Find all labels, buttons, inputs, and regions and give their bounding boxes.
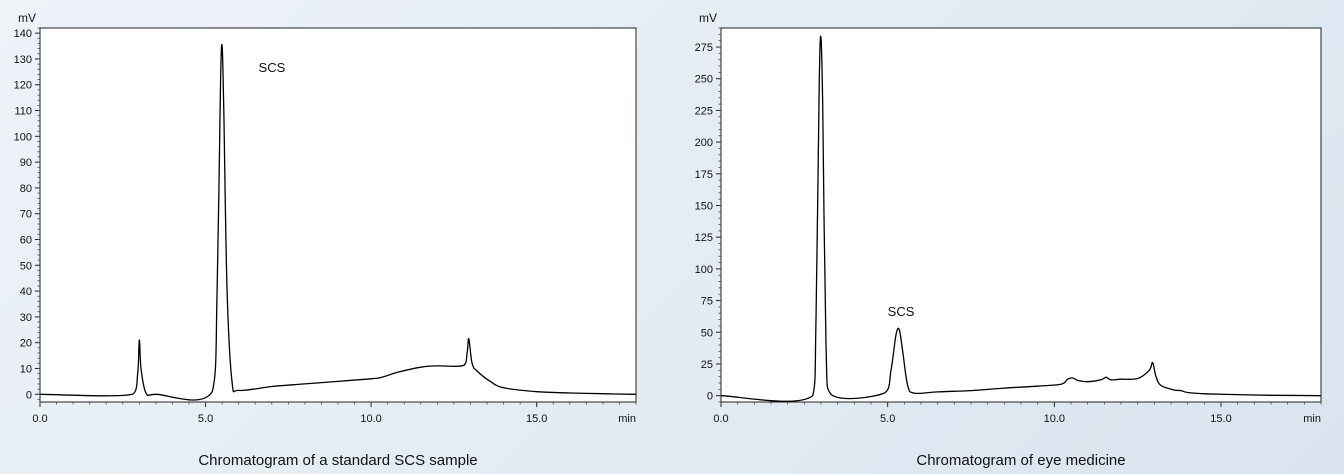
y-tick-label: 40: [20, 286, 32, 298]
x-tick-label: 5.0: [880, 413, 895, 425]
y-tick-label: 275: [695, 42, 713, 54]
x-tick-label: 15.0: [526, 413, 547, 425]
chart-eye-medicine: 0 25 50 75 100 125 150 175 200 225 250 275 0.0 5.0 10.…: [695, 11, 1322, 425]
y-tick-label: 20: [20, 338, 32, 350]
x-tick-label: 5.0: [198, 413, 213, 425]
y-tick-label: 25: [701, 359, 713, 371]
x-tick-label: 0.0: [32, 413, 47, 425]
y-tick-label: 60: [20, 235, 32, 247]
y-tick-label: 100: [695, 264, 713, 276]
y-tick-label: 125: [695, 232, 713, 244]
plot-area: [720, 27, 1322, 403]
y-tick-label: 175: [695, 169, 713, 181]
y-tick-label: 50: [20, 260, 32, 272]
x-tick-label: 10.0: [360, 413, 381, 425]
y-axis-label: mV: [699, 11, 717, 25]
series-line: [39, 43, 637, 401]
x-tick-label: 0.0: [713, 413, 728, 425]
y-tick-label: 120: [14, 80, 32, 92]
y-tick-label: 75: [701, 296, 713, 308]
caption-standard-scs: Chromatogram of a standard SCS sample: [198, 452, 478, 469]
y-tick-label: 70: [20, 209, 32, 221]
x-axis-label: min: [618, 413, 636, 425]
y-tick-label: 30: [20, 312, 32, 324]
y-tick-label: 150: [695, 200, 713, 212]
series-line: [720, 35, 1322, 402]
y-tick-label: 80: [20, 183, 32, 195]
y-tick-label: 100: [14, 131, 32, 143]
y-tick-label: 130: [14, 54, 32, 66]
y-tick-label: 0: [26, 389, 32, 401]
plot-area: [39, 27, 637, 403]
x-axis-label: min: [1303, 413, 1321, 425]
y-tick-label: 250: [695, 74, 713, 86]
x-tick-label: 15.0: [1210, 413, 1231, 425]
x-tick-label: 10.0: [1044, 413, 1065, 425]
y-tick-label: 110: [14, 106, 32, 118]
chart-standard-scs: 0 10 20 30 40 50 60 70 80 90 100 110 120 130 140 0.0 5.0…: [14, 11, 637, 425]
y-tick-label: 50: [701, 327, 713, 339]
y-tick-label: 10: [20, 363, 32, 375]
y-tick-label: 200: [695, 137, 713, 149]
y-axis-label: mV: [18, 11, 36, 25]
peak-annotation: SCS: [888, 304, 915, 319]
y-tick-label: 225: [695, 105, 713, 117]
y-tick-label: 140: [14, 28, 32, 40]
y-tick-label: 90: [20, 157, 32, 169]
peak-annotation: SCS: [259, 60, 286, 75]
caption-eye-medicine: Chromatogram of eye medicine: [916, 452, 1126, 469]
y-tick-label: 0: [707, 391, 713, 403]
